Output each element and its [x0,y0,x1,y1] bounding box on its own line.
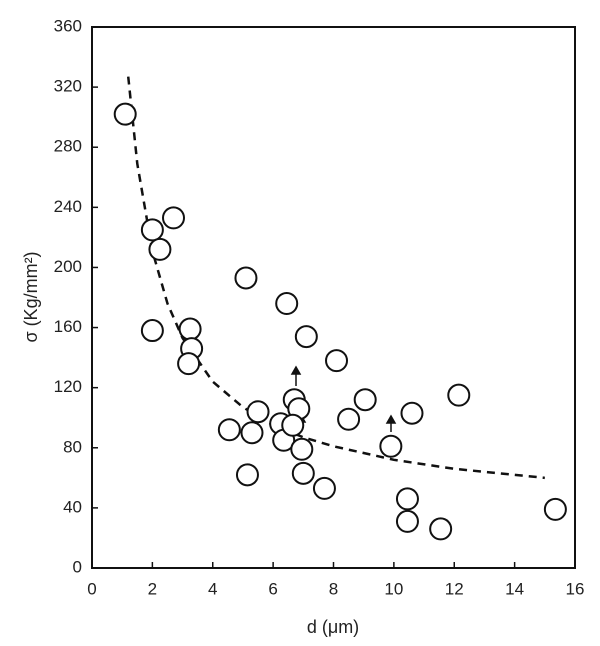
x-tick-label: 16 [566,579,585,598]
point [140,319,164,343]
point [113,102,137,126]
point [291,461,315,485]
arrow-head [290,365,302,375]
point [447,383,471,407]
y-axis-title: σ (Kg/mm²) [21,251,41,342]
point [235,463,259,487]
y-tick-label: 320 [54,77,82,96]
y-tick-label: 0 [73,557,82,576]
point [246,400,270,424]
y-tick-label: 160 [54,317,82,336]
x-tick-label: 12 [445,579,464,598]
point [281,413,305,437]
point [353,388,377,412]
y-tick-label: 280 [54,137,82,156]
point [429,517,453,541]
point [275,292,299,316]
point [325,349,349,373]
point [395,509,419,533]
point [290,437,314,461]
point [148,237,172,261]
x-tick-label: 8 [329,579,338,598]
point [240,421,264,445]
point [294,325,318,349]
point [140,218,164,242]
y-tick-label: 200 [54,257,82,276]
point [379,434,403,458]
point [395,487,419,511]
point [178,317,202,341]
x-axis-title: d (μm) [307,617,359,637]
point [312,476,336,500]
y-tick-label: 360 [54,16,82,35]
x-tick-label: 0 [87,579,96,598]
point [234,266,258,290]
x-tick-label: 4 [208,579,217,598]
arrow-head [385,414,397,424]
x-tick-label: 14 [505,579,524,598]
y-tick-label: 40 [63,497,82,516]
x-tick-label: 10 [384,579,403,598]
y-tick-label: 80 [63,437,82,456]
y-tick-label: 120 [54,377,82,396]
point [162,206,186,230]
point [543,497,567,521]
x-tick-label: 6 [268,579,277,598]
point [400,401,424,425]
y-tick-label: 240 [54,197,82,216]
x-tick-label: 2 [148,579,157,598]
point [337,407,361,431]
point [217,418,241,442]
point [177,352,201,376]
fit-curve [126,76,545,480]
